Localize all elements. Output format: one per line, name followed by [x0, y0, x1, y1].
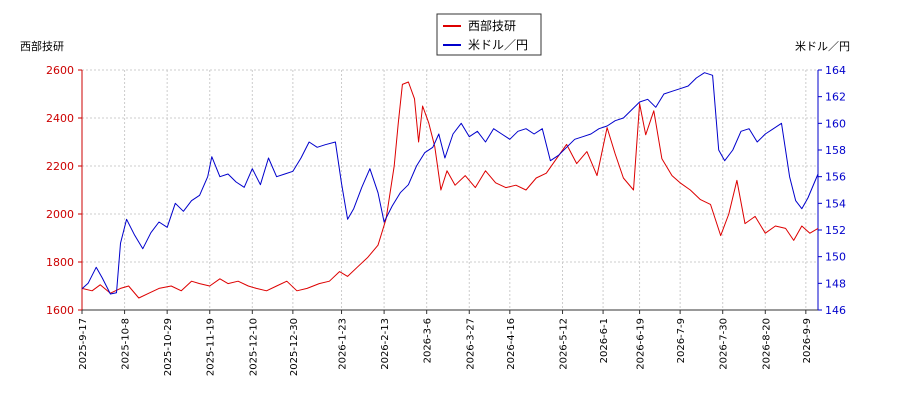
legend-label-usdjpy: 米ドル／円: [468, 38, 528, 52]
right-tick-label: 150: [825, 251, 846, 264]
x-tick-label: 2026-8-20: [761, 318, 772, 370]
x-tick-label: 2026-2-13: [380, 318, 391, 370]
left-tick-label: 2000: [46, 208, 74, 221]
usd-jpy-line: [81, 72, 819, 295]
seibu-giken-line: [81, 81, 819, 299]
x-tick-label: 2025-9-17: [78, 318, 89, 370]
right-tick-label: 154: [825, 197, 846, 210]
right-tick-label: 164: [825, 64, 846, 77]
x-tick-label: 2026-3-27: [465, 318, 476, 370]
right-tick-label: 162: [825, 91, 846, 104]
right-tick-label: 146: [825, 304, 846, 317]
x-tick-label: 2025-10-29: [163, 318, 174, 376]
legend: 西部技研 米ドル／円: [436, 13, 542, 56]
right-tick-label: 158: [825, 144, 846, 157]
left-tick-label: 2600: [46, 64, 74, 77]
right-tick-label: 160: [825, 117, 846, 130]
right-axis-title: 米ドル／円: [795, 40, 850, 53]
legend-box: [436, 13, 542, 56]
left-tick-label: 1600: [46, 304, 74, 317]
right-tick-label: 152: [825, 224, 846, 237]
x-tick-label: 2026-7-30: [719, 318, 730, 370]
x-tick-label: 2026-5-12: [559, 318, 570, 370]
x-tick-label: 2026-1-23: [338, 318, 349, 370]
x-tick-label: 2026-4-16: [506, 318, 517, 370]
right-tick-label: 156: [825, 171, 846, 184]
right-tick-label: 148: [825, 277, 846, 290]
x-tick-label: 2026-9-9: [802, 318, 813, 363]
x-tick-label: 2026-7-9: [676, 318, 687, 363]
x-tick-label: 2025-11-19: [206, 318, 217, 376]
left-tick-label: 2400: [46, 112, 74, 125]
legend-label-seibu: 西部技研: [468, 18, 516, 33]
x-tick-label: 2025-12-30: [289, 318, 300, 376]
left-tick-label: 1800: [46, 256, 74, 269]
x-tick-label: 2026-3-6: [423, 318, 434, 363]
x-tick-label: 2025-12-10: [248, 318, 259, 376]
x-tick-label: 2026-6-1: [599, 318, 610, 363]
x-tick-label: 2025-10-8: [121, 318, 132, 370]
left-axis-title: 西部技研: [20, 39, 64, 53]
x-tick-label: 2026-6-19: [636, 318, 647, 370]
left-tick-label: 2200: [46, 160, 74, 173]
